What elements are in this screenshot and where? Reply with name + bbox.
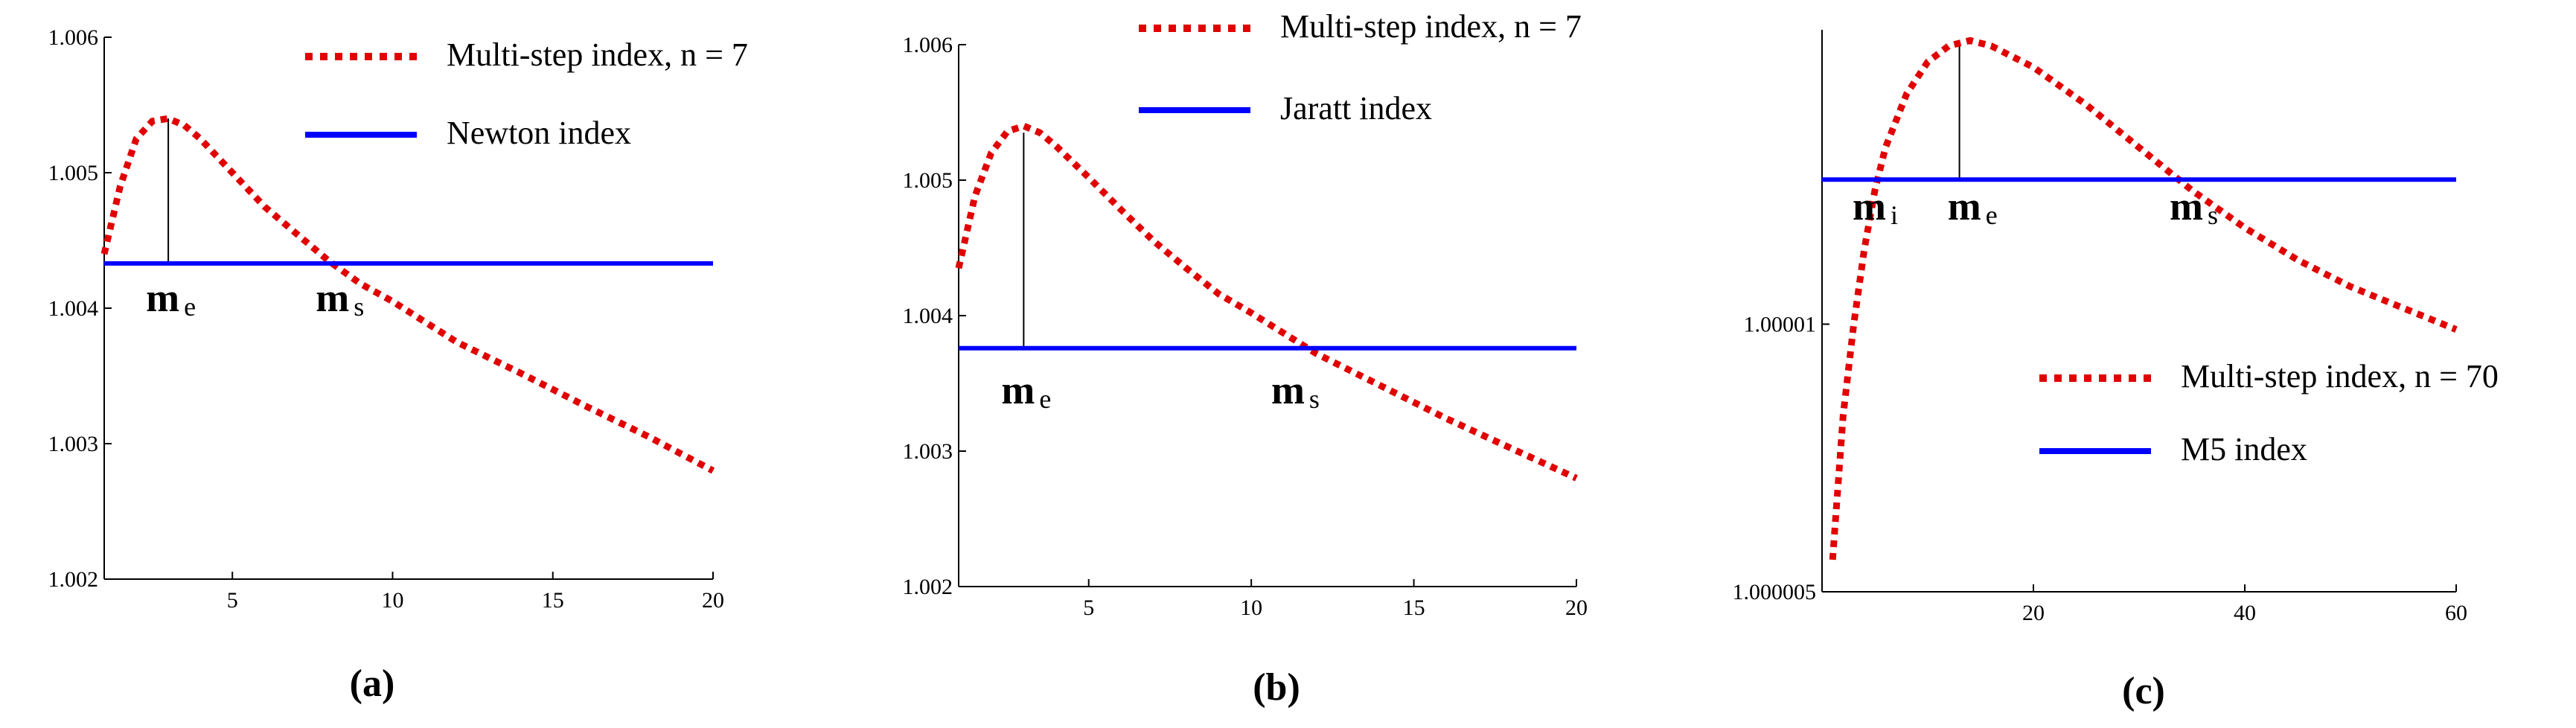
y-tick-label: 1.004 [903,304,953,328]
y-tick-label: 1.000005 [1733,580,1817,604]
x-tick-label: 20 [1565,596,1588,620]
panel-caption: (a) [350,662,395,705]
x-tick-label: 20 [2022,601,2045,625]
panel-caption: (b) [1253,666,1300,709]
annotation-subscript: i [1891,200,1898,230]
multi-step-index-curve [100,115,715,474]
x-tick-label: 10 [1240,596,1262,620]
x-tick-label: 40 [2234,601,2256,625]
y-tick-label: 1.005 [48,161,99,185]
legend-label: Multi-step index, n = 7 [1280,8,1582,45]
y-tick-label: 1.002 [903,575,953,599]
annotation-subscript: s [1309,384,1320,414]
annotation-subscript: e [184,292,196,322]
legend-label: M5 index [2181,431,2307,467]
legend-label: Newton index [447,115,631,151]
legend-label: Multi-step index, n = 7 [447,36,748,73]
annotation-subscript: e [1039,384,1051,414]
y-tick-label: 1.006 [903,33,953,57]
x-tick-label: 60 [2445,601,2467,625]
y-tick-label: 1.005 [903,168,953,193]
y-tick-label: 1.003 [48,432,99,456]
x-tick-label: 10 [381,588,403,613]
legend-label: Multi-step index, n = 70 [2181,358,2499,395]
x-tick-label: 15 [1403,596,1425,620]
x-tick-label: 20 [702,588,724,613]
chart-panel-2: 1.002 1.003 1.004 1.005 1.006 5 10 15 20 m e m s Mult… [903,8,1588,709]
legend-label: Jaratt index [1280,90,1432,127]
x-tick-label: 5 [227,588,238,613]
y-tick-label: 1.006 [48,25,99,50]
y-tick-label: 1.00001 [1744,312,1817,336]
y-tick-label: 1.004 [48,296,99,321]
x-tick-label: 15 [542,588,564,613]
panel-caption: (c) [2122,670,2165,712]
chart-panel-3: 1.000005 1.00001 20 40 60 m i m e m s Multi-step in… [1733,30,2499,712]
annotation-subscript: e [1986,200,1998,230]
annotation-subscript: s [2208,200,2218,230]
multi-step-index-curve [1829,36,2458,561]
x-tick-label: 5 [1083,596,1094,620]
annotation-subscript: s [354,292,364,322]
multi-step-index-curve [955,122,1578,482]
y-tick-label: 1.003 [903,439,953,464]
y-tick-label: 1.002 [48,567,99,592]
